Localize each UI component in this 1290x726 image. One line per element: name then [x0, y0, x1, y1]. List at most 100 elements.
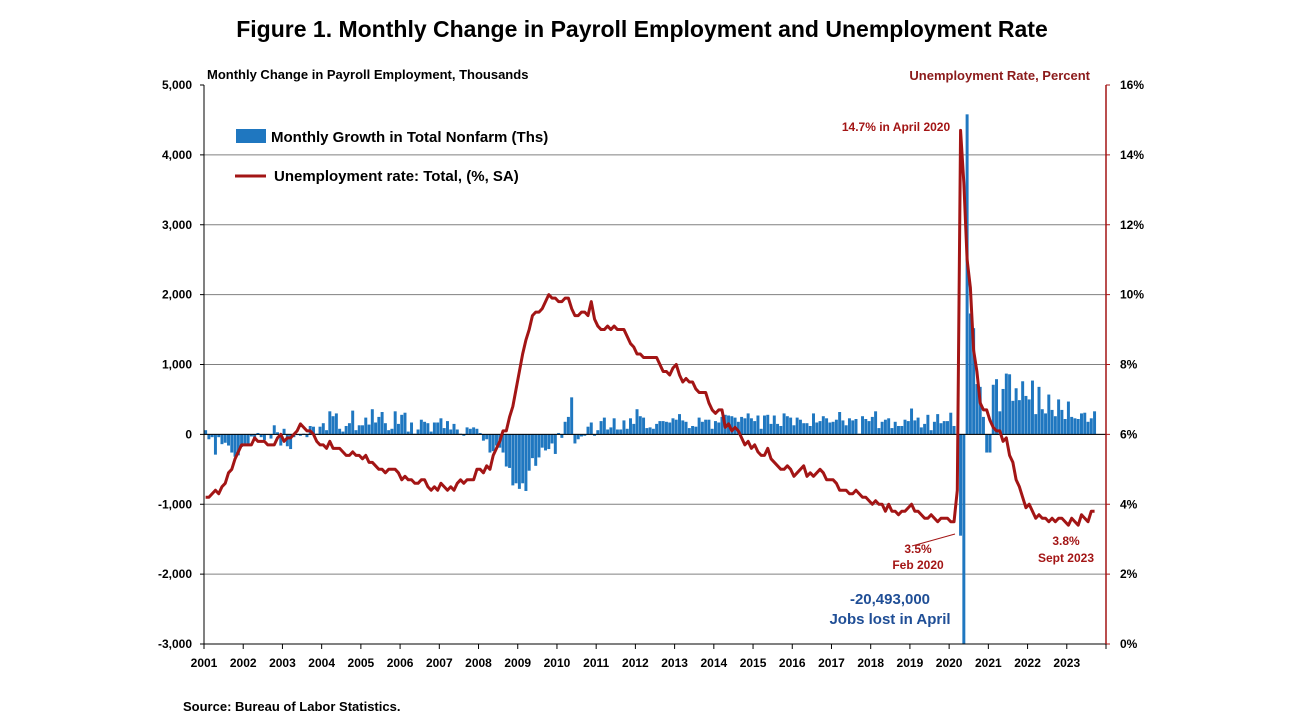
- bar: [602, 417, 606, 435]
- bar: [1030, 380, 1034, 435]
- left-tick-label: 4,000: [162, 148, 192, 162]
- right-tick-label: 14%: [1120, 148, 1144, 162]
- bar: [599, 421, 603, 435]
- bar: [635, 409, 639, 435]
- bar: [468, 428, 472, 435]
- bar: [619, 429, 623, 435]
- left-tick-label: -2,000: [158, 567, 192, 581]
- bar: [936, 414, 940, 435]
- x-tick-label: 2014: [700, 656, 727, 670]
- x-tick-label: 2003: [269, 656, 296, 670]
- bar: [410, 422, 414, 435]
- bar: [475, 428, 479, 435]
- annotation-feb2020-leader: [911, 533, 956, 547]
- bar: [668, 422, 672, 435]
- x-tick-label: 2022: [1014, 656, 1041, 670]
- bar: [991, 384, 995, 435]
- bar: [766, 414, 770, 435]
- bar: [377, 416, 381, 435]
- bar: [1053, 416, 1057, 435]
- bar: [501, 434, 505, 453]
- chart-title: Figure 1. Monthly Change in Payroll Empl…: [236, 16, 1048, 42]
- bar: [419, 419, 423, 435]
- bar: [798, 419, 802, 435]
- bar: [694, 426, 698, 435]
- bar: [1060, 409, 1064, 435]
- bar: [841, 420, 845, 435]
- bar: [462, 434, 466, 436]
- bar: [550, 434, 554, 444]
- bar: [1070, 416, 1074, 435]
- bar: [1080, 413, 1083, 435]
- bar: [874, 411, 878, 435]
- bar: [325, 430, 329, 435]
- bar: [249, 434, 253, 437]
- unemployment-line: [205, 128, 1095, 527]
- bar: [923, 423, 927, 435]
- bar: [334, 413, 338, 435]
- bar: [570, 397, 574, 435]
- bar: [762, 415, 766, 435]
- bar: [1073, 418, 1077, 435]
- bar: [259, 434, 263, 438]
- bar: [289, 434, 293, 450]
- bar: [753, 421, 757, 435]
- bar: [805, 423, 809, 435]
- left-tick-label: -3,000: [158, 637, 192, 651]
- bar: [789, 417, 793, 435]
- bar: [547, 434, 551, 450]
- bar: [962, 434, 966, 644]
- bar: [573, 434, 577, 444]
- bar: [367, 424, 371, 435]
- bar: [485, 434, 489, 440]
- left-tick-label: 0: [185, 427, 192, 441]
- bar: [939, 423, 943, 435]
- bar: [227, 434, 230, 446]
- bar: [452, 423, 456, 435]
- annotation-jobs-lost-caption: Jobs lost in April: [829, 611, 950, 628]
- bar: [887, 418, 891, 435]
- bar: [285, 434, 289, 447]
- bar: [759, 428, 763, 435]
- bar: [432, 422, 436, 435]
- bar: [638, 416, 642, 435]
- bar: [730, 416, 734, 435]
- bar: [792, 425, 796, 435]
- bar: [439, 418, 443, 435]
- bar: [387, 430, 391, 435]
- bar: [403, 412, 407, 435]
- bar: [661, 421, 665, 435]
- bar: [517, 434, 521, 489]
- bar: [893, 421, 897, 435]
- bar: [776, 423, 780, 435]
- bar: [851, 420, 855, 435]
- bar: [664, 421, 668, 435]
- x-tick-label: 2013: [661, 656, 688, 670]
- bar: [1066, 401, 1070, 435]
- right-tick-label: 4%: [1120, 497, 1138, 511]
- bar: [364, 417, 368, 435]
- bar: [756, 415, 760, 435]
- bar: [586, 426, 590, 435]
- bar: [370, 409, 374, 435]
- x-tick-label: 2020: [936, 656, 963, 670]
- right-axis-ticks: 0% 2% 4% 6% 8% 10% 12% 14% 16%: [1106, 78, 1144, 651]
- bar: [233, 434, 237, 457]
- bar: [504, 434, 508, 467]
- bar: [514, 434, 518, 484]
- plot-frame: [203, 85, 1107, 645]
- bar: [648, 427, 652, 435]
- bar: [968, 313, 972, 435]
- right-tick-label: 16%: [1120, 78, 1144, 92]
- bar: [700, 421, 704, 435]
- bar: [717, 422, 721, 435]
- bar: [1047, 394, 1051, 435]
- bar: [736, 421, 740, 435]
- bar: [1050, 409, 1054, 435]
- bar: [779, 425, 783, 435]
- x-tick-label: 2004: [308, 656, 335, 670]
- bar: [632, 423, 636, 435]
- bar: [740, 416, 744, 435]
- bar: [998, 411, 1002, 435]
- bar: [390, 428, 394, 435]
